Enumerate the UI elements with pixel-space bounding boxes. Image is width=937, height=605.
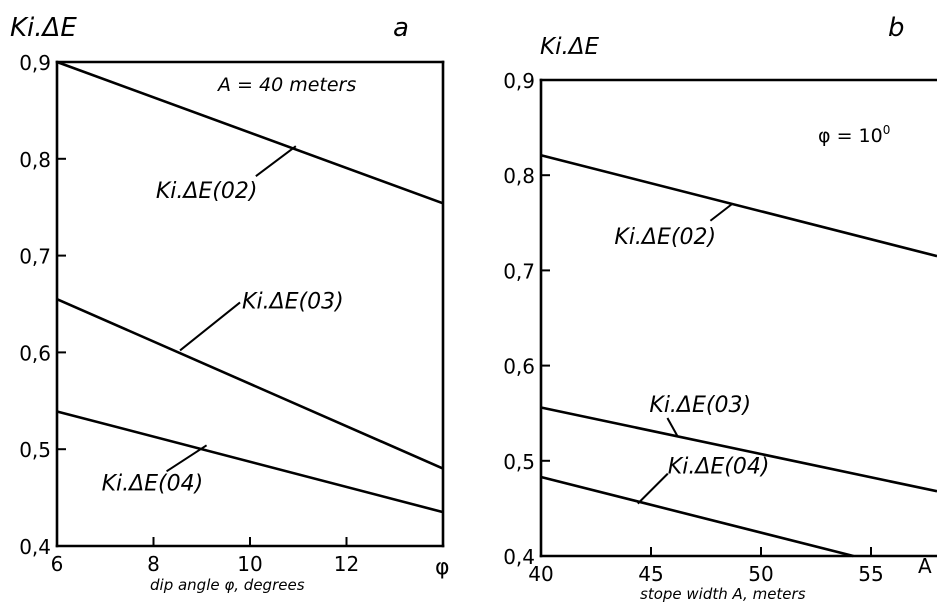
- x-tick-label: 12: [334, 552, 359, 576]
- y-tick-label: 0,6: [19, 341, 51, 365]
- panel-b-xlabel: stope width A, meters: [640, 585, 806, 603]
- x-tick-label: 6: [51, 552, 64, 576]
- series-label: Ki.ΔE(03): [242, 289, 344, 314]
- panel-b-ylabel: Ki.ΔE: [540, 34, 600, 60]
- y-tick-label: 0,8: [503, 164, 535, 188]
- series-label: Ki.ΔE(03): [649, 393, 751, 418]
- series-line: [56, 297, 444, 470]
- y-tick-label: 0,4: [19, 535, 51, 559]
- series-leader-line: [255, 145, 297, 178]
- panel-b-plot: 0,4 0,5 0,6 0,7 0,8 0,9 40 45 50 55 Ki.ΔE(02) Ki.ΔE…: [503, 69, 937, 586]
- series-label: Ki.ΔE(04): [668, 455, 770, 480]
- y-tick-label: 0,6: [503, 355, 535, 379]
- y-tick-label: 0,5: [503, 450, 535, 474]
- y-tick-label: 0,9: [19, 51, 51, 75]
- panel-b-annotation-main: φ = 10: [818, 125, 883, 147]
- panel-a-x-symbol: φ: [435, 555, 450, 580]
- series-label: Ki.ΔE(04): [102, 471, 204, 496]
- series-leader-line: [709, 202, 734, 222]
- series-line: [56, 60, 444, 205]
- x-tick-label: 10: [237, 552, 262, 576]
- panel-a-ylabel: Ki.ΔE: [10, 13, 77, 43]
- x-tick-label: 45: [638, 562, 663, 586]
- x-tick-label: 8: [147, 552, 160, 576]
- panel-b-x-symbol: A: [918, 554, 932, 578]
- panel-b-letter: b: [888, 13, 905, 43]
- x-tick-label: 50: [748, 562, 773, 586]
- panel-b-annotation-sup: 0: [883, 123, 891, 137]
- series-label: Ki.ΔE(02): [614, 225, 716, 250]
- panel-a-plot: 0,4 0,5 0,6 0,7 0,8 0,9 6 8 10 12 Ki.ΔE(02) Ki.ΔE(0…: [19, 51, 445, 576]
- series-line: [56, 410, 444, 514]
- y-tick-label: 0,9: [503, 69, 535, 93]
- panel-a-letter: a: [393, 13, 409, 43]
- y-tick-label: 0,7: [19, 245, 51, 269]
- panel-a-annotation: A = 40 meters: [216, 74, 356, 96]
- y-tick-label: 0,5: [19, 438, 51, 462]
- x-tick-label: 40: [528, 562, 553, 586]
- series-line: [540, 475, 854, 558]
- series-leader-line: [166, 444, 208, 473]
- series-line: [540, 153, 937, 258]
- y-tick-label: 0,7: [503, 259, 535, 283]
- series-label: Ki.ΔE(02): [156, 179, 258, 204]
- series-leader-line: [637, 472, 669, 505]
- y-tick-label: 0,4: [503, 545, 535, 569]
- y-tick-label: 0,8: [19, 148, 51, 172]
- x-tick-label: 55: [858, 562, 883, 586]
- panel-a-xlabel: dip angle φ, degrees: [150, 576, 305, 594]
- series-leader-line: [666, 417, 679, 437]
- series-leader-line: [179, 301, 241, 352]
- series-line: [540, 406, 937, 493]
- panel-b-annotation: φ = 100: [818, 123, 890, 147]
